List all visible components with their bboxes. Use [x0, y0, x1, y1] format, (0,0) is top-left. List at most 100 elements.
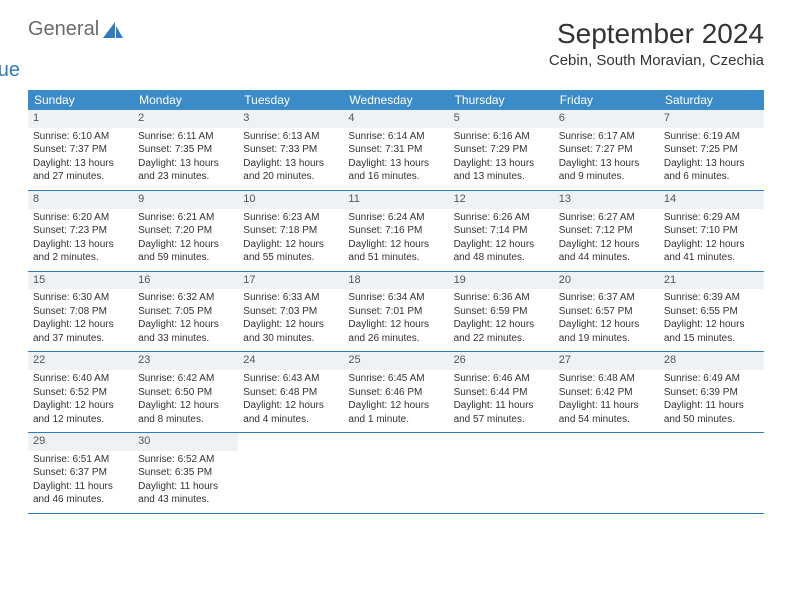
day-number: 16	[133, 272, 238, 290]
daylight2-text: and 2 minutes.	[33, 252, 128, 265]
day-number: 10	[238, 191, 343, 209]
day-cell: 5Sunrise: 6:16 AMSunset: 7:29 PMDaylight…	[449, 110, 554, 190]
day-number: 9	[133, 191, 238, 209]
calendar-grid: Sunday Monday Tuesday Wednesday Thursday…	[28, 90, 764, 514]
day-number: 14	[659, 191, 764, 209]
sunset-text: Sunset: 6:46 PM	[348, 387, 443, 400]
sunset-text: Sunset: 7:33 PM	[243, 144, 338, 157]
day-cell: 20Sunrise: 6:37 AMSunset: 6:57 PMDayligh…	[554, 272, 659, 352]
sunrise-text: Sunrise: 6:29 AM	[664, 212, 759, 225]
daylight2-text: and 59 minutes.	[138, 252, 233, 265]
sunset-text: Sunset: 7:23 PM	[33, 225, 128, 238]
weekday-header: Thursday	[449, 90, 554, 110]
sunset-text: Sunset: 6:52 PM	[33, 387, 128, 400]
day-number: 28	[659, 352, 764, 370]
daylight2-text: and 54 minutes.	[559, 414, 654, 427]
sunrise-text: Sunrise: 6:10 AM	[33, 131, 128, 144]
sunrise-text: Sunrise: 6:39 AM	[664, 292, 759, 305]
page-title: September 2024	[549, 18, 764, 50]
day-cell: 28Sunrise: 6:49 AMSunset: 6:39 PMDayligh…	[659, 352, 764, 432]
day-cell: 26Sunrise: 6:46 AMSunset: 6:44 PMDayligh…	[449, 352, 554, 432]
daylight2-text: and 41 minutes.	[664, 252, 759, 265]
daylight2-text: and 30 minutes.	[243, 333, 338, 346]
sunset-text: Sunset: 7:03 PM	[243, 306, 338, 319]
daylight2-text: and 50 minutes.	[664, 414, 759, 427]
daylight1-text: Daylight: 13 hours	[243, 158, 338, 171]
daylight2-text: and 27 minutes.	[33, 171, 128, 184]
daylight2-text: and 44 minutes.	[559, 252, 654, 265]
sunrise-text: Sunrise: 6:17 AM	[559, 131, 654, 144]
weekday-header: Monday	[133, 90, 238, 110]
daylight1-text: Daylight: 13 hours	[664, 158, 759, 171]
day-cell	[554, 433, 659, 513]
sunset-text: Sunset: 7:12 PM	[559, 225, 654, 238]
sunset-text: Sunset: 6:50 PM	[138, 387, 233, 400]
daylight2-text: and 8 minutes.	[138, 414, 233, 427]
sunset-text: Sunset: 6:35 PM	[138, 467, 233, 480]
day-cell: 13Sunrise: 6:27 AMSunset: 7:12 PMDayligh…	[554, 191, 659, 271]
day-cell: 3Sunrise: 6:13 AMSunset: 7:33 PMDaylight…	[238, 110, 343, 190]
day-number: 21	[659, 272, 764, 290]
sunrise-text: Sunrise: 6:49 AM	[664, 373, 759, 386]
day-number: 4	[343, 110, 448, 128]
sunset-text: Sunset: 6:57 PM	[559, 306, 654, 319]
day-number: 18	[343, 272, 448, 290]
day-number: 27	[554, 352, 659, 370]
weeks-container: 1Sunrise: 6:10 AMSunset: 7:37 PMDaylight…	[28, 110, 764, 514]
daylight1-text: Daylight: 11 hours	[559, 400, 654, 413]
weekday-header-row: Sunday Monday Tuesday Wednesday Thursday…	[28, 90, 764, 110]
daylight2-text: and 22 minutes.	[454, 333, 549, 346]
day-cell: 11Sunrise: 6:24 AMSunset: 7:16 PMDayligh…	[343, 191, 448, 271]
day-number: 22	[28, 352, 133, 370]
day-number: 2	[133, 110, 238, 128]
daylight1-text: Daylight: 12 hours	[664, 239, 759, 252]
sail-icon	[103, 22, 125, 45]
week-row: 29Sunrise: 6:51 AMSunset: 6:37 PMDayligh…	[28, 433, 764, 514]
daylight2-text: and 9 minutes.	[559, 171, 654, 184]
sunrise-text: Sunrise: 6:32 AM	[138, 292, 233, 305]
daylight2-text: and 55 minutes.	[243, 252, 338, 265]
day-cell: 1Sunrise: 6:10 AMSunset: 7:37 PMDaylight…	[28, 110, 133, 190]
daylight2-text: and 19 minutes.	[559, 333, 654, 346]
sunset-text: Sunset: 6:44 PM	[454, 387, 549, 400]
week-row: 1Sunrise: 6:10 AMSunset: 7:37 PMDaylight…	[28, 110, 764, 191]
day-number: 15	[28, 272, 133, 290]
day-cell: 7Sunrise: 6:19 AMSunset: 7:25 PMDaylight…	[659, 110, 764, 190]
daylight1-text: Daylight: 12 hours	[138, 319, 233, 332]
sunset-text: Sunset: 7:18 PM	[243, 225, 338, 238]
day-number: 24	[238, 352, 343, 370]
day-cell: 18Sunrise: 6:34 AMSunset: 7:01 PMDayligh…	[343, 272, 448, 352]
day-number: 11	[343, 191, 448, 209]
daylight2-text: and 57 minutes.	[454, 414, 549, 427]
title-block: September 2024 Cebin, South Moravian, Cz…	[549, 18, 764, 69]
sunrise-text: Sunrise: 6:20 AM	[33, 212, 128, 225]
day-cell: 4Sunrise: 6:14 AMSunset: 7:31 PMDaylight…	[343, 110, 448, 190]
weekday-header: Wednesday	[343, 90, 448, 110]
daylight1-text: Daylight: 13 hours	[33, 239, 128, 252]
day-cell: 25Sunrise: 6:45 AMSunset: 6:46 PMDayligh…	[343, 352, 448, 432]
location-text: Cebin, South Moravian, Czechia	[549, 52, 764, 69]
daylight2-text: and 33 minutes.	[138, 333, 233, 346]
day-cell	[659, 433, 764, 513]
day-number: 19	[449, 272, 554, 290]
weekday-header: Sunday	[28, 90, 133, 110]
day-cell	[238, 433, 343, 513]
sunset-text: Sunset: 6:42 PM	[559, 387, 654, 400]
sunrise-text: Sunrise: 6:14 AM	[348, 131, 443, 144]
daylight1-text: Daylight: 12 hours	[559, 239, 654, 252]
day-cell: 10Sunrise: 6:23 AMSunset: 7:18 PMDayligh…	[238, 191, 343, 271]
sunset-text: Sunset: 7:35 PM	[138, 144, 233, 157]
day-number: 29	[28, 433, 133, 451]
day-number: 8	[28, 191, 133, 209]
daylight2-text: and 20 minutes.	[243, 171, 338, 184]
week-row: 8Sunrise: 6:20 AMSunset: 7:23 PMDaylight…	[28, 191, 764, 272]
daylight1-text: Daylight: 11 hours	[138, 481, 233, 494]
daylight1-text: Daylight: 12 hours	[243, 239, 338, 252]
sunrise-text: Sunrise: 6:48 AM	[559, 373, 654, 386]
daylight1-text: Daylight: 12 hours	[348, 239, 443, 252]
day-cell: 24Sunrise: 6:43 AMSunset: 6:48 PMDayligh…	[238, 352, 343, 432]
sunrise-text: Sunrise: 6:33 AM	[243, 292, 338, 305]
sunset-text: Sunset: 6:37 PM	[33, 467, 128, 480]
daylight1-text: Daylight: 12 hours	[348, 400, 443, 413]
daylight2-text: and 12 minutes.	[33, 414, 128, 427]
